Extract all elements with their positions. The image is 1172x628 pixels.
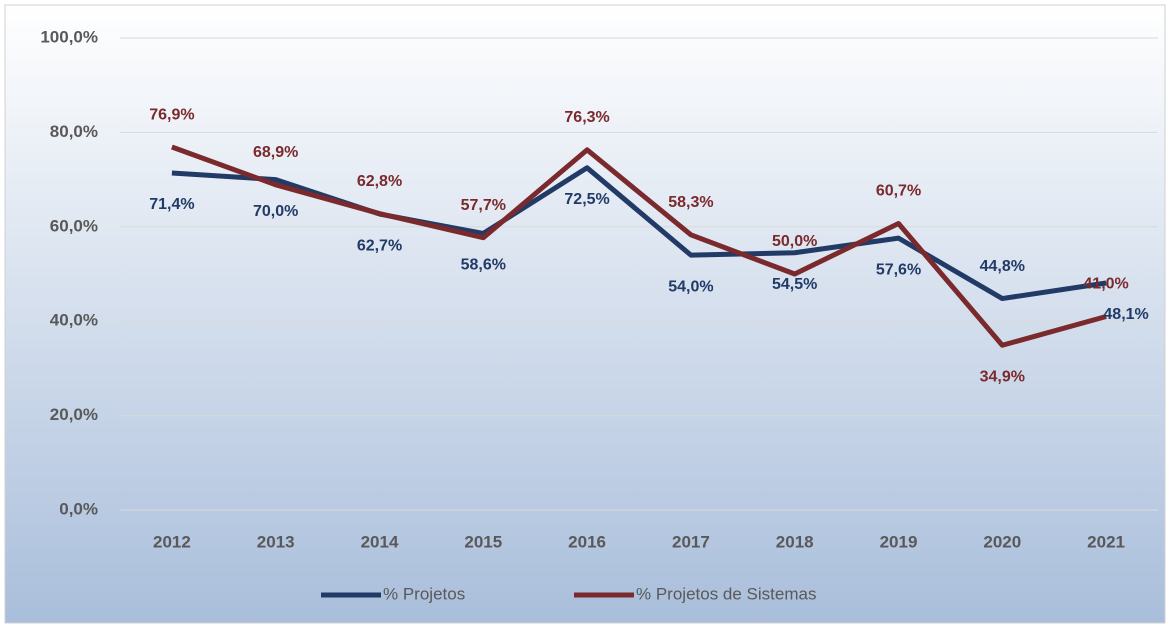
y-tick-label: 100,0% bbox=[40, 27, 98, 46]
data-label: 60,7% bbox=[876, 183, 921, 200]
x-tick-label: 2015 bbox=[464, 532, 502, 551]
x-tick-label: 2018 bbox=[776, 532, 814, 551]
data-label: 76,3% bbox=[564, 109, 609, 126]
data-label: 58,3% bbox=[668, 194, 713, 211]
data-label: 50,0% bbox=[772, 233, 817, 250]
x-tick-label: 2020 bbox=[983, 532, 1021, 551]
x-tick-label: 2017 bbox=[672, 532, 710, 551]
y-tick-label: 40,0% bbox=[50, 311, 98, 330]
legend-label: % Projetos bbox=[383, 584, 465, 603]
data-label: 72,5% bbox=[564, 191, 609, 208]
data-label: 76,9% bbox=[149, 106, 194, 123]
y-tick-label: 0,0% bbox=[59, 499, 98, 518]
data-label: 58,6% bbox=[461, 257, 506, 274]
data-label: 57,7% bbox=[461, 197, 506, 214]
x-tick-label: 2014 bbox=[361, 532, 399, 551]
x-tick-label: 2013 bbox=[257, 532, 295, 551]
series-line bbox=[171, 144, 1107, 348]
data-label: 34,9% bbox=[980, 368, 1025, 385]
x-tick-label: 2016 bbox=[568, 532, 606, 551]
data-label: 54,0% bbox=[668, 278, 713, 295]
y-tick-label: 60,0% bbox=[50, 216, 98, 235]
y-tick-label: 20,0% bbox=[50, 405, 98, 424]
data-label: 70,0% bbox=[253, 203, 298, 220]
x-tick-label: 2021 bbox=[1087, 532, 1125, 551]
y-tick-label: 80,0% bbox=[50, 122, 98, 141]
x-tick-label: 2019 bbox=[880, 532, 918, 551]
data-label: 41,0% bbox=[1083, 276, 1128, 293]
data-label: 44,8% bbox=[980, 258, 1025, 275]
data-label: 48,1% bbox=[1103, 306, 1148, 323]
x-tick-label: 2012 bbox=[153, 532, 191, 551]
data-label: 54,5% bbox=[772, 276, 817, 293]
legend-label: % Projetos de Sistemas bbox=[636, 584, 816, 603]
data-label: 71,4% bbox=[149, 196, 194, 213]
data-label: 62,8% bbox=[357, 173, 402, 190]
chart-background bbox=[4, 4, 1166, 624]
data-label: 68,9% bbox=[253, 144, 298, 161]
data-label: 57,6% bbox=[876, 261, 921, 278]
data-label: 62,7% bbox=[357, 237, 402, 254]
